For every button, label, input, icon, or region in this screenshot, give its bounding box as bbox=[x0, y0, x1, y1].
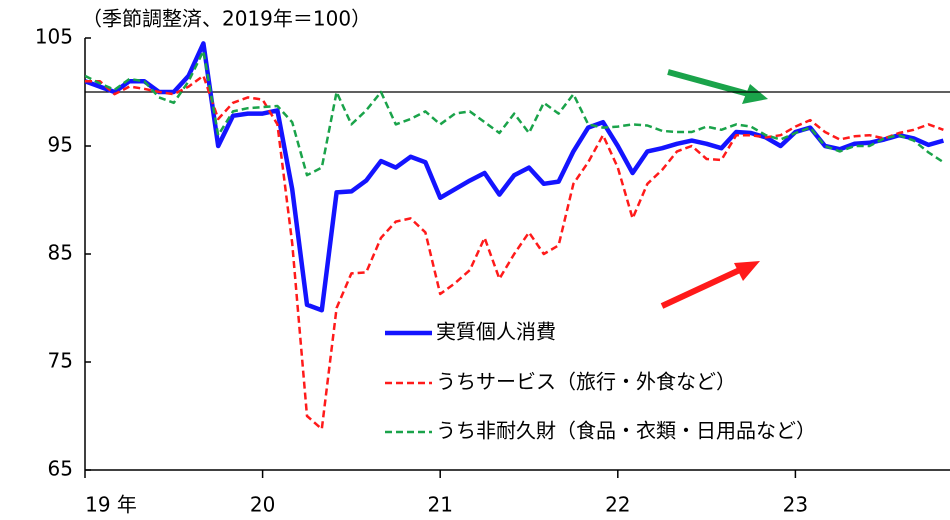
x-tick-label: 20 bbox=[250, 493, 275, 517]
y-tick-label: 85 bbox=[48, 241, 73, 265]
y-tick-label: 105 bbox=[35, 25, 73, 49]
series-line bbox=[85, 41, 945, 313]
x-tick-label: 19 年 bbox=[85, 493, 137, 517]
green-arrow-head bbox=[742, 84, 768, 104]
legend-label: 実質個人消費 bbox=[436, 320, 556, 344]
legend-label: うちサービス（旅行・外食など） bbox=[436, 370, 736, 394]
y-tick-label: 65 bbox=[48, 457, 73, 481]
red-arrow-shaft bbox=[660, 265, 746, 309]
x-tick-label: 23 bbox=[783, 493, 808, 517]
y-tick-label: 75 bbox=[48, 349, 73, 373]
green-arrow-shaft bbox=[667, 69, 753, 98]
y-tick-label: 95 bbox=[48, 133, 73, 157]
series-line bbox=[85, 74, 944, 431]
legend-label: うち非耐久財（食品・衣類・日用品など） bbox=[436, 419, 816, 443]
arrows bbox=[660, 69, 768, 309]
x-tick-label: 21 bbox=[427, 493, 452, 517]
series-line bbox=[85, 49, 945, 177]
chart-title: （季節調整済、2019年＝100） bbox=[82, 7, 371, 31]
x-tick-label: 22 bbox=[605, 493, 630, 517]
red-arrow-head bbox=[734, 261, 760, 281]
